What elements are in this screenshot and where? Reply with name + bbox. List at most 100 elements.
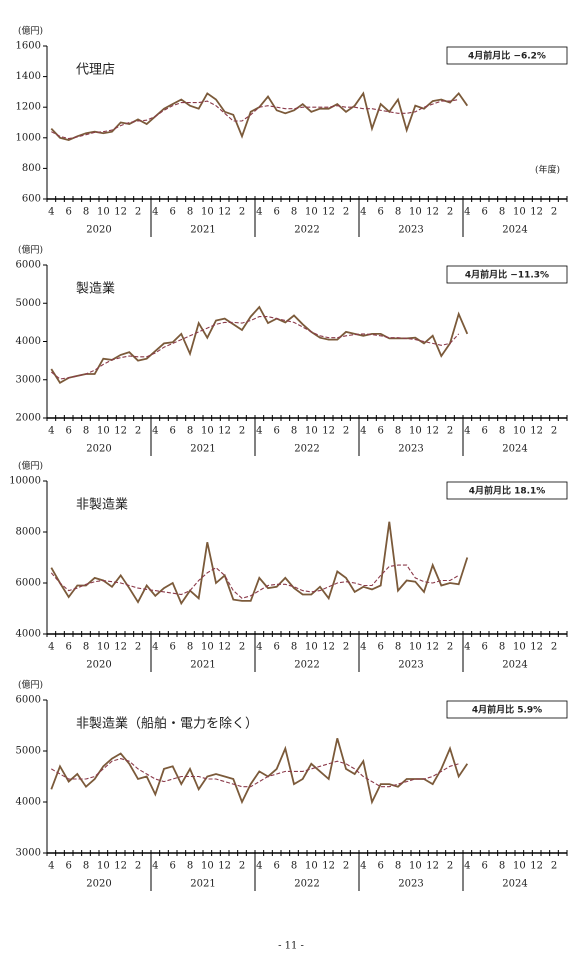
x-tick-label: 12 [218,642,231,653]
y-tick-label: 6000 [16,260,41,271]
x-tick-label: 2 [239,642,245,653]
y-tick-label: 3000 [16,374,41,385]
year-label: 2020 [86,879,111,890]
y-tick-label: 4000 [16,797,41,808]
x-tick-label: 6 [273,642,279,653]
year-label: 2021 [190,225,215,236]
year-label: 2023 [398,660,423,671]
x-tick-label: 2 [239,861,245,872]
x-tick-label: 4 [152,207,158,218]
y-tick-label: 6000 [16,578,41,589]
y-tick-label: 8000 [16,527,41,538]
x-tick-label: 2 [551,861,557,872]
x-tick-label: 12 [530,861,543,872]
x-tick-label: 4 [48,426,54,437]
chart-title: 代理店 [76,63,115,78]
x-tick-label: 4 [464,426,470,437]
annotation-box [446,265,568,284]
x-tick-label: 8 [187,207,193,218]
x-tick-label: 8 [83,861,89,872]
x-tick-label: 10 [201,861,214,872]
x-unit: (年度) [535,164,560,176]
x-tick-label: 6 [65,642,71,653]
x-tick-label: 6 [65,861,71,872]
x-tick-label: 12 [530,426,543,437]
year-label: 2024 [502,660,527,671]
x-tick-label: 6 [273,861,279,872]
x-tick-label: 2 [551,426,557,437]
y-tick-label: 5000 [16,298,41,309]
x-tick-label: 6 [481,861,487,872]
x-tick-label: 6 [481,642,487,653]
x-tick-label: 8 [291,426,297,437]
x-tick-label: 10 [305,207,318,218]
x-tick-label: 4 [48,207,54,218]
x-tick-label: 6 [481,426,487,437]
year-label: 2021 [190,660,215,671]
x-tick-label: 12 [218,426,231,437]
x-tick-label: 4 [360,426,366,437]
annotation-box [446,700,568,719]
x-tick-label: 4 [256,426,262,437]
x-tick-label: 4 [464,207,470,218]
y-tick-label: 4000 [16,629,41,640]
x-tick-label: 10 [513,861,526,872]
x-tick-label: 12 [530,642,543,653]
y-tick-label: 1200 [16,102,41,113]
year-label: 2020 [86,225,111,236]
y-tick-label: 600 [22,194,41,205]
x-tick-label: 12 [218,207,231,218]
trend-line [51,98,459,140]
annotation: 4月前月比 18.1% [469,485,546,497]
x-tick-label: 2 [343,207,349,218]
x-tick-label: 6 [169,642,175,653]
x-tick-label: 10 [305,861,318,872]
year-label: 2024 [502,444,527,455]
x-tick-label: 12 [322,642,335,653]
y-tick-label: 5000 [16,746,41,757]
y-tick-label: 1000 [16,132,41,143]
year-label: 2024 [502,879,527,890]
page-number: - 11 - [278,941,304,952]
x-tick-label: 4 [256,861,262,872]
chart-title: 非製造業 [76,497,128,513]
x-tick-label: 2 [447,426,453,437]
y-unit: (億円) [18,460,43,472]
annotation-box [446,46,568,65]
x-tick-label: 2 [135,207,141,218]
y-tick-label: 1400 [16,71,41,82]
x-tick-label: 8 [499,207,505,218]
x-tick-label: 6 [377,207,383,218]
y-unit: (億円) [18,679,43,691]
x-tick-label: 8 [395,861,401,872]
y-unit: (億円) [18,244,43,256]
x-tick-label: 12 [426,861,439,872]
x-tick-label: 2 [343,426,349,437]
x-tick-label: 10 [201,426,214,437]
x-tick-label: 8 [291,207,297,218]
x-tick-label: 12 [322,426,335,437]
x-tick-label: 4 [360,207,366,218]
x-tick-label: 4 [48,642,54,653]
x-tick-label: 12 [322,207,335,218]
x-tick-label: 6 [65,426,71,437]
x-tick-label: 2 [135,426,141,437]
y-tick-label: 10000 [9,476,41,487]
year-label: 2023 [398,225,423,236]
x-tick-label: 8 [83,426,89,437]
trend-line [51,758,459,788]
x-tick-label: 10 [97,426,110,437]
y-tick-label: 3000 [16,848,41,859]
year-label: 2022 [294,660,319,671]
x-tick-label: 6 [169,426,175,437]
x-tick-label: 6 [169,207,175,218]
x-tick-label: 8 [187,861,193,872]
x-tick-label: 8 [499,426,505,437]
x-tick-label: 2 [239,426,245,437]
y-tick-label: 1600 [16,41,41,52]
x-tick-label: 8 [395,207,401,218]
annotation: 4月前月比 −11.3% [465,269,549,281]
x-tick-label: 12 [114,642,127,653]
x-tick-label: 8 [83,207,89,218]
